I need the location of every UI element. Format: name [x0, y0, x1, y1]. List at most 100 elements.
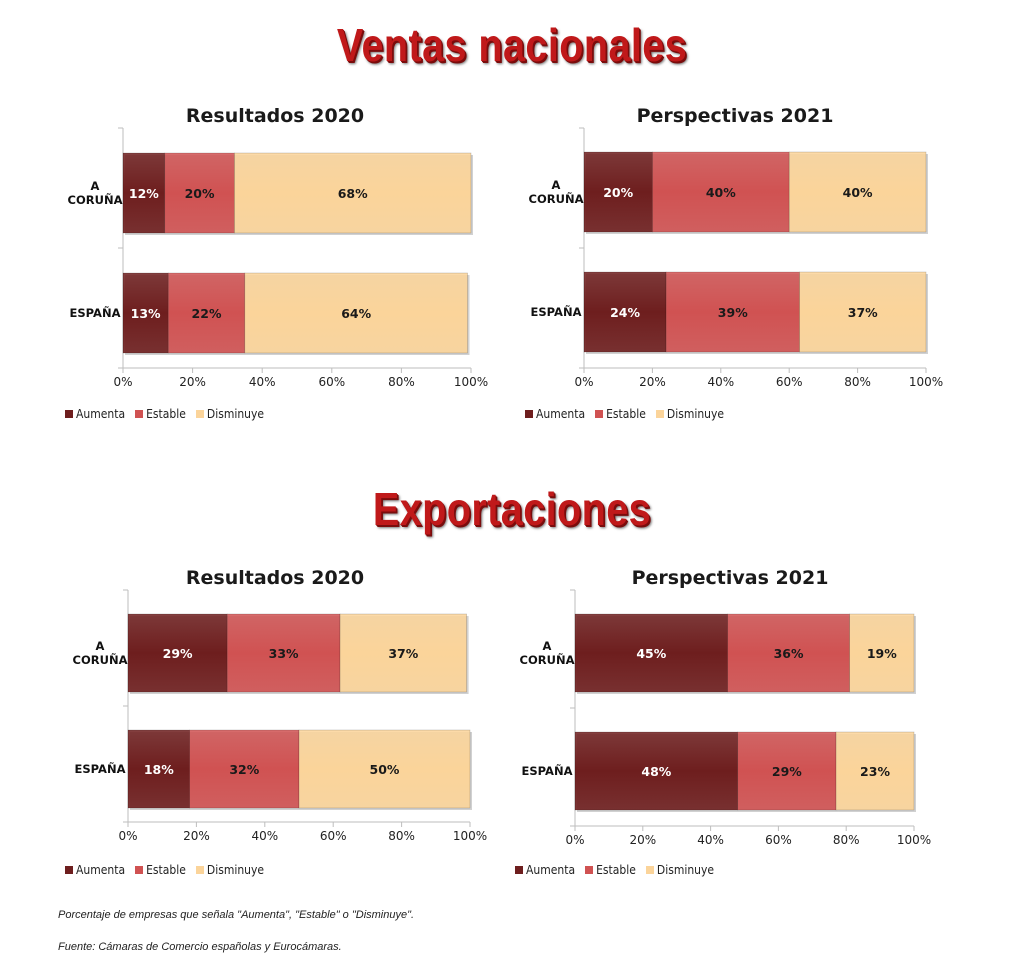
- x-tick-label: 80%: [388, 829, 415, 843]
- legend-swatch: [515, 866, 523, 874]
- definition-note: Porcentaje de empresas que señala "Aumen…: [58, 909, 415, 921]
- data-label: 32%: [229, 762, 259, 777]
- bar-disminuye: [234, 152, 472, 234]
- x-tick-label: 80%: [388, 375, 415, 389]
- legend-label: Estable: [146, 863, 186, 877]
- x-tick-label: 20%: [179, 375, 206, 389]
- category-label: ESPAÑA: [531, 304, 582, 319]
- bar-aumenta: [574, 613, 728, 693]
- legend-item: Estable: [135, 407, 186, 421]
- bar-estable: [737, 731, 837, 811]
- legend-item: Aumenta: [65, 863, 125, 877]
- data-label: 50%: [370, 762, 400, 777]
- data-label: 40%: [706, 185, 736, 200]
- bar-estable: [727, 613, 850, 693]
- section-title-ventas: Ventas nacionales: [336, 19, 688, 71]
- legend-label: Aumenta: [526, 863, 576, 877]
- x-tick-label: 40%: [251, 829, 278, 843]
- bar-disminuye: [799, 271, 927, 353]
- legend-item: Estable: [135, 863, 186, 877]
- legend-item: Disminuye: [195, 407, 264, 421]
- data-label: 37%: [848, 305, 878, 320]
- bar-aumenta: [574, 731, 739, 811]
- chart-ventas-resultados-2020: Resultados 2020 0% 20% 40% 60% 80% 100% A CORUÑ…: [55, 100, 495, 430]
- chart-legend: Aumenta Estable Disminuye: [515, 863, 714, 877]
- x-tick-label: 20%: [639, 375, 666, 389]
- data-label: 20%: [185, 186, 215, 201]
- data-label: 39%: [718, 305, 748, 320]
- data-label: 36%: [774, 646, 804, 661]
- chart-ventas-perspectivas-2021: Perspectivas 2021 0% 20% 40% 60% 80% 100% A COR…: [515, 100, 955, 430]
- bar-disminuye: [788, 151, 927, 233]
- bar-disminuye: [298, 729, 471, 809]
- x-tick-label: 60%: [765, 833, 792, 847]
- x-tick-label: 40%: [707, 375, 734, 389]
- legend-swatch: [135, 410, 144, 418]
- legend-label: Aumenta: [76, 863, 126, 877]
- legend-item: Disminuye: [655, 407, 724, 421]
- category-label: ESPAÑA: [70, 305, 121, 320]
- bar-disminuye: [339, 613, 467, 693]
- chart-plot: 0% 20% 40% 60% 80% 100% A CORUÑA 29% 33% 37% ESPAÑA…: [73, 589, 487, 843]
- legend-item: Estable: [595, 407, 646, 421]
- legend-label: Disminuye: [656, 863, 715, 877]
- chart-legend: Aumenta Estable Disminuye: [525, 407, 724, 421]
- data-label: 24%: [610, 305, 640, 320]
- x-tick-label: 100%: [897, 833, 931, 847]
- x-tick-label: 40%: [697, 833, 724, 847]
- data-label: 29%: [163, 646, 193, 661]
- chart-exportaciones-perspectivas-2021: Perspectivas 2021 0% 20% 40% 60% 80% 100% A COR…: [505, 562, 955, 892]
- legend-swatch: [585, 866, 594, 874]
- bar-estable: [164, 152, 235, 234]
- legend-item: Disminuye: [195, 863, 264, 877]
- x-tick-label: 20%: [629, 833, 656, 847]
- legend-item: Aumenta: [65, 407, 125, 421]
- data-label: 33%: [269, 646, 299, 661]
- category-label: ESPAÑA: [75, 761, 126, 776]
- data-label: 64%: [341, 306, 371, 321]
- chart-plot: 0% 20% 40% 60% 80% 100% A CORUÑA 45% 36% 19% ESPAÑA…: [520, 589, 931, 847]
- bar-estable: [665, 271, 800, 353]
- category-label: A CORUÑA: [520, 639, 575, 667]
- legend-swatch: [595, 410, 604, 418]
- legend-label: Aumenta: [536, 407, 586, 421]
- legend-swatch: [65, 866, 73, 874]
- legend-swatch: [195, 866, 204, 874]
- chart-legend: Aumenta Estable Disminuye: [65, 407, 264, 421]
- category-label: A CORUÑA: [529, 178, 584, 206]
- x-tick-label: 100%: [909, 375, 943, 389]
- data-label: 22%: [192, 306, 222, 321]
- legend-swatch: [65, 410, 73, 418]
- x-tick-label: 40%: [249, 375, 276, 389]
- x-tick-label: 0%: [574, 375, 593, 389]
- bar-disminuye: [849, 613, 915, 693]
- x-tick-label: 0%: [118, 829, 137, 843]
- x-tick-label: 80%: [833, 833, 860, 847]
- x-tick-label: 60%: [318, 375, 345, 389]
- bar-aumenta: [122, 272, 169, 354]
- bar-estable: [652, 151, 790, 233]
- section-title-exportaciones: Exportaciones: [372, 483, 652, 535]
- chart-title: Resultados 2020: [185, 105, 365, 127]
- bar-estable: [189, 729, 300, 809]
- data-label: 68%: [338, 186, 368, 201]
- chart-legend: Aumenta Estable Disminuye: [65, 863, 264, 877]
- category-label: A CORUÑA: [73, 639, 128, 667]
- legend-item: Disminuye: [645, 863, 715, 877]
- data-label: 45%: [636, 646, 666, 661]
- x-tick-label: 80%: [844, 375, 871, 389]
- bar-estable: [167, 272, 246, 354]
- bar-disminuye: [244, 272, 468, 354]
- legend-label: Estable: [146, 407, 186, 421]
- legend-label: Aumenta: [76, 407, 126, 421]
- legend-label: Estable: [596, 863, 636, 877]
- data-label: 20%: [603, 185, 633, 200]
- bar-aumenta: [122, 152, 166, 234]
- data-label: 18%: [144, 762, 174, 777]
- legend-swatch: [655, 410, 664, 418]
- data-label: 12%: [129, 186, 159, 201]
- data-label: 40%: [843, 185, 873, 200]
- bar-aumenta: [583, 271, 667, 353]
- legend-label: Estable: [606, 407, 646, 421]
- legend-swatch: [645, 866, 654, 874]
